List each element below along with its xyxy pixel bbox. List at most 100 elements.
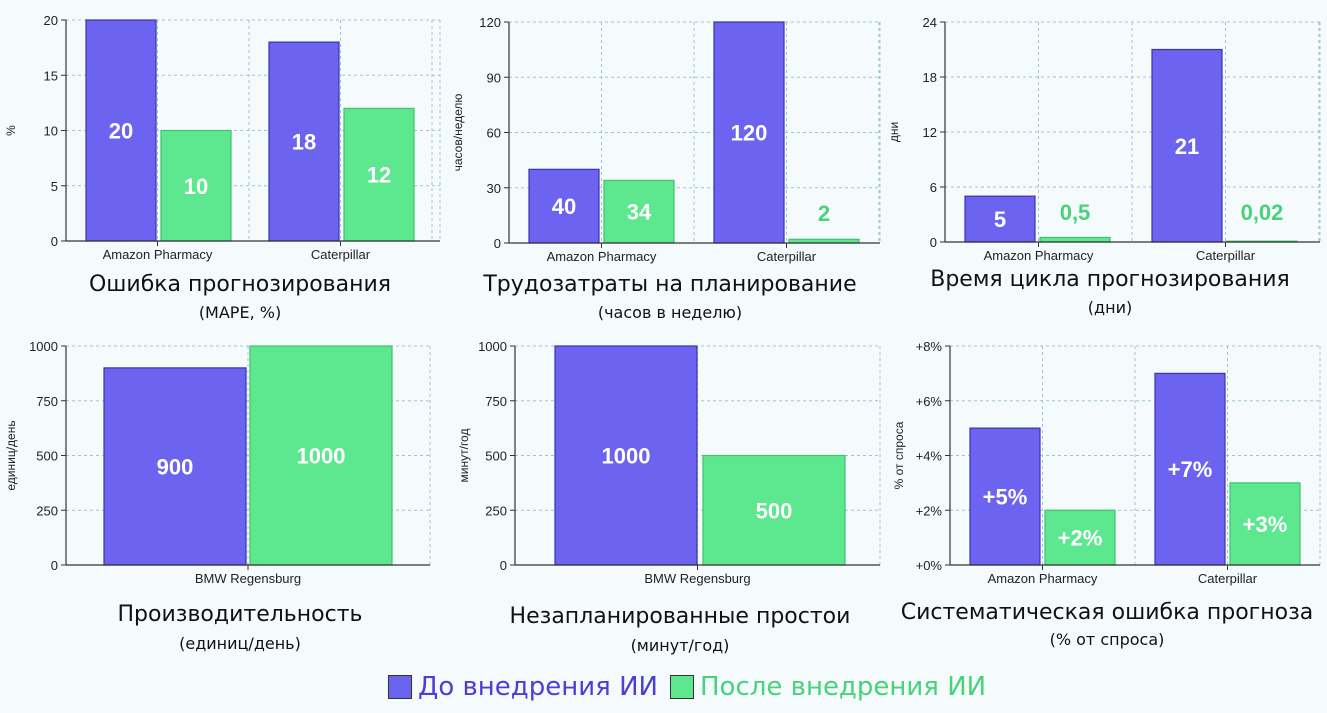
y-tick-label: 0	[930, 235, 937, 250]
y-tick-label: 15	[44, 68, 58, 83]
y-tick-label: 5	[51, 179, 58, 194]
y-tick-label: 90	[487, 70, 501, 85]
chart-subtitle: (минут/год)	[630, 636, 730, 655]
y-tick-label: 120	[479, 15, 501, 30]
bar-value-label: 18	[292, 130, 316, 155]
y-tick-label: 30	[487, 181, 501, 196]
chart-panel-bias: +0% +2% +4% +6% +8% +5% +7% +2% +3% Amazon Pharma…	[880, 330, 1327, 660]
bar-value-label: +2%	[1058, 526, 1103, 551]
bar-value-label: 1000	[297, 444, 346, 469]
bar-value-label: +5%	[983, 485, 1028, 510]
y-tick-label: +8%	[916, 339, 943, 354]
bar-value-label: +7%	[1168, 457, 1213, 482]
y-tick-label: +2%	[916, 503, 943, 518]
bar-before	[85, 19, 157, 242]
x-tick-label: Amazon Pharmacy	[988, 571, 1098, 586]
chart-panel-cycle-time: 0 6 12 18 24 5 21 0,5 0,02 Amazon Pharmacy Caterpi…	[880, 0, 1327, 330]
legend-item-after: После внедрения ИИ	[669, 672, 987, 702]
legend-item-before: До внедрения ИИ	[388, 672, 658, 702]
bar-value-label: 5	[994, 207, 1006, 232]
x-tick-label: Caterpillar	[1198, 571, 1258, 586]
bar-value-label: 34	[627, 200, 652, 225]
legend-swatch-before	[388, 675, 412, 699]
chart-subtitle: (единиц/день)	[179, 634, 301, 653]
y-tick-label: 10	[44, 124, 58, 139]
y-axis-label: часов/неделю	[451, 94, 465, 172]
x-tick-label: Caterpillar	[757, 249, 817, 264]
bar-before	[554, 345, 698, 566]
bar-after	[160, 129, 232, 242]
chart-productivity: 0 250 500 750 1000 900 1000 BMW Regensburg едини…	[4, 339, 431, 586]
bar-value-label: 0,5	[1060, 200, 1091, 225]
y-tick-label: 1000	[29, 339, 58, 354]
chart-subtitle: (дни)	[1087, 298, 1133, 317]
bar-value-label: +3%	[1243, 512, 1288, 537]
y-tick-label: 0	[51, 558, 58, 573]
bar-value-label: 20	[109, 119, 133, 144]
bar-after	[1229, 482, 1301, 566]
bar-after	[249, 345, 393, 566]
y-tick-label: +0%	[916, 558, 943, 573]
chart-forecast-error: 0 5 10 15 20 20 18 10 12 Amazon Pharmacy Caterpill…	[4, 13, 441, 262]
bar-value-label: 500	[756, 498, 793, 523]
y-tick-label: 250	[485, 503, 507, 518]
bar-after	[1039, 236, 1111, 243]
chart-subtitle: (MAPE, %)	[198, 303, 282, 322]
y-tick-label: 60	[487, 126, 501, 141]
bar-value-label: 1000	[602, 444, 651, 469]
bar-before	[1154, 372, 1226, 566]
bar-before	[268, 41, 340, 242]
y-tick-label: +6%	[916, 394, 943, 409]
bar-before	[1151, 48, 1223, 243]
legend-label-after: После внедрения ИИ	[699, 672, 987, 702]
chart-subtitle: (часов в неделю)	[597, 303, 743, 322]
chart-panel-forecast-error: 0 5 10 15 20 20 18 10 12 Amazon Pharmacy Caterpill…	[0, 0, 441, 330]
x-tick-label: BMW Regensburg	[195, 571, 301, 586]
bar-before	[964, 195, 1036, 243]
y-tick-label: 750	[485, 394, 507, 409]
y-axis-label: единиц/день	[4, 420, 18, 490]
chart-title: Систематическая ошибка прогноза	[900, 600, 1314, 625]
x-tick-label: Caterpillar	[1196, 248, 1256, 263]
bar-after	[603, 179, 675, 244]
y-axis-label: дни	[887, 122, 901, 142]
y-tick-label: 0	[494, 236, 501, 251]
y-tick-label: 0	[51, 234, 58, 249]
y-axis-label: % от спроса	[892, 421, 906, 489]
x-tick-label: Caterpillar	[311, 247, 371, 262]
chart-downtime: 0 250 500 750 1000 1000 500 BMW Regensburg минут…	[457, 339, 881, 586]
bar-value-label: 12	[367, 163, 391, 188]
bar-value-label: 900	[157, 454, 194, 479]
chart-title: Время цикла прогнозирования	[930, 267, 1290, 292]
bar-before	[528, 168, 600, 244]
bar-value-label: 40	[552, 194, 576, 219]
chart-planning-labor: 0 30 60 90 120 40 120 34 2 Amazon Pharmacy Caterpi…	[451, 15, 881, 264]
x-tick-label: Amazon Pharmacy	[984, 248, 1094, 263]
y-tick-label: 1000	[478, 339, 507, 354]
bar-after	[343, 107, 415, 242]
bar-before	[103, 367, 247, 566]
legend: До внедрения ИИ После внедрения ИИ	[388, 672, 998, 702]
y-tick-label: 750	[36, 394, 58, 409]
legend-label-before: До внедрения ИИ	[418, 672, 658, 702]
y-tick-label: 500	[485, 449, 507, 464]
legend-swatch-after	[669, 675, 694, 699]
bar-value-label: 0,02	[1241, 200, 1284, 225]
bar-value-label: 120	[731, 121, 768, 146]
y-tick-label: 20	[44, 13, 58, 28]
chart-title: Производительность	[117, 602, 363, 627]
y-tick-label: 0	[500, 558, 507, 573]
y-tick-label: +4%	[916, 449, 943, 464]
bar-value-label: 21	[1175, 134, 1199, 159]
bar-after	[1044, 509, 1116, 566]
chart-title: Ошибка прогнозирования	[88, 272, 392, 297]
chart-subtitle: (% от спроса)	[1049, 630, 1165, 649]
bar-after	[702, 454, 846, 566]
x-tick-label: BMW Regensburg	[644, 571, 750, 586]
y-tick-label: 250	[36, 503, 58, 518]
chart-title: Трудозатраты на планирование	[483, 272, 857, 297]
y-axis-label: %	[4, 125, 18, 136]
y-tick-label: 18	[923, 70, 937, 85]
bar-value-label: 10	[184, 174, 208, 199]
y-tick-label: 6	[930, 180, 937, 195]
